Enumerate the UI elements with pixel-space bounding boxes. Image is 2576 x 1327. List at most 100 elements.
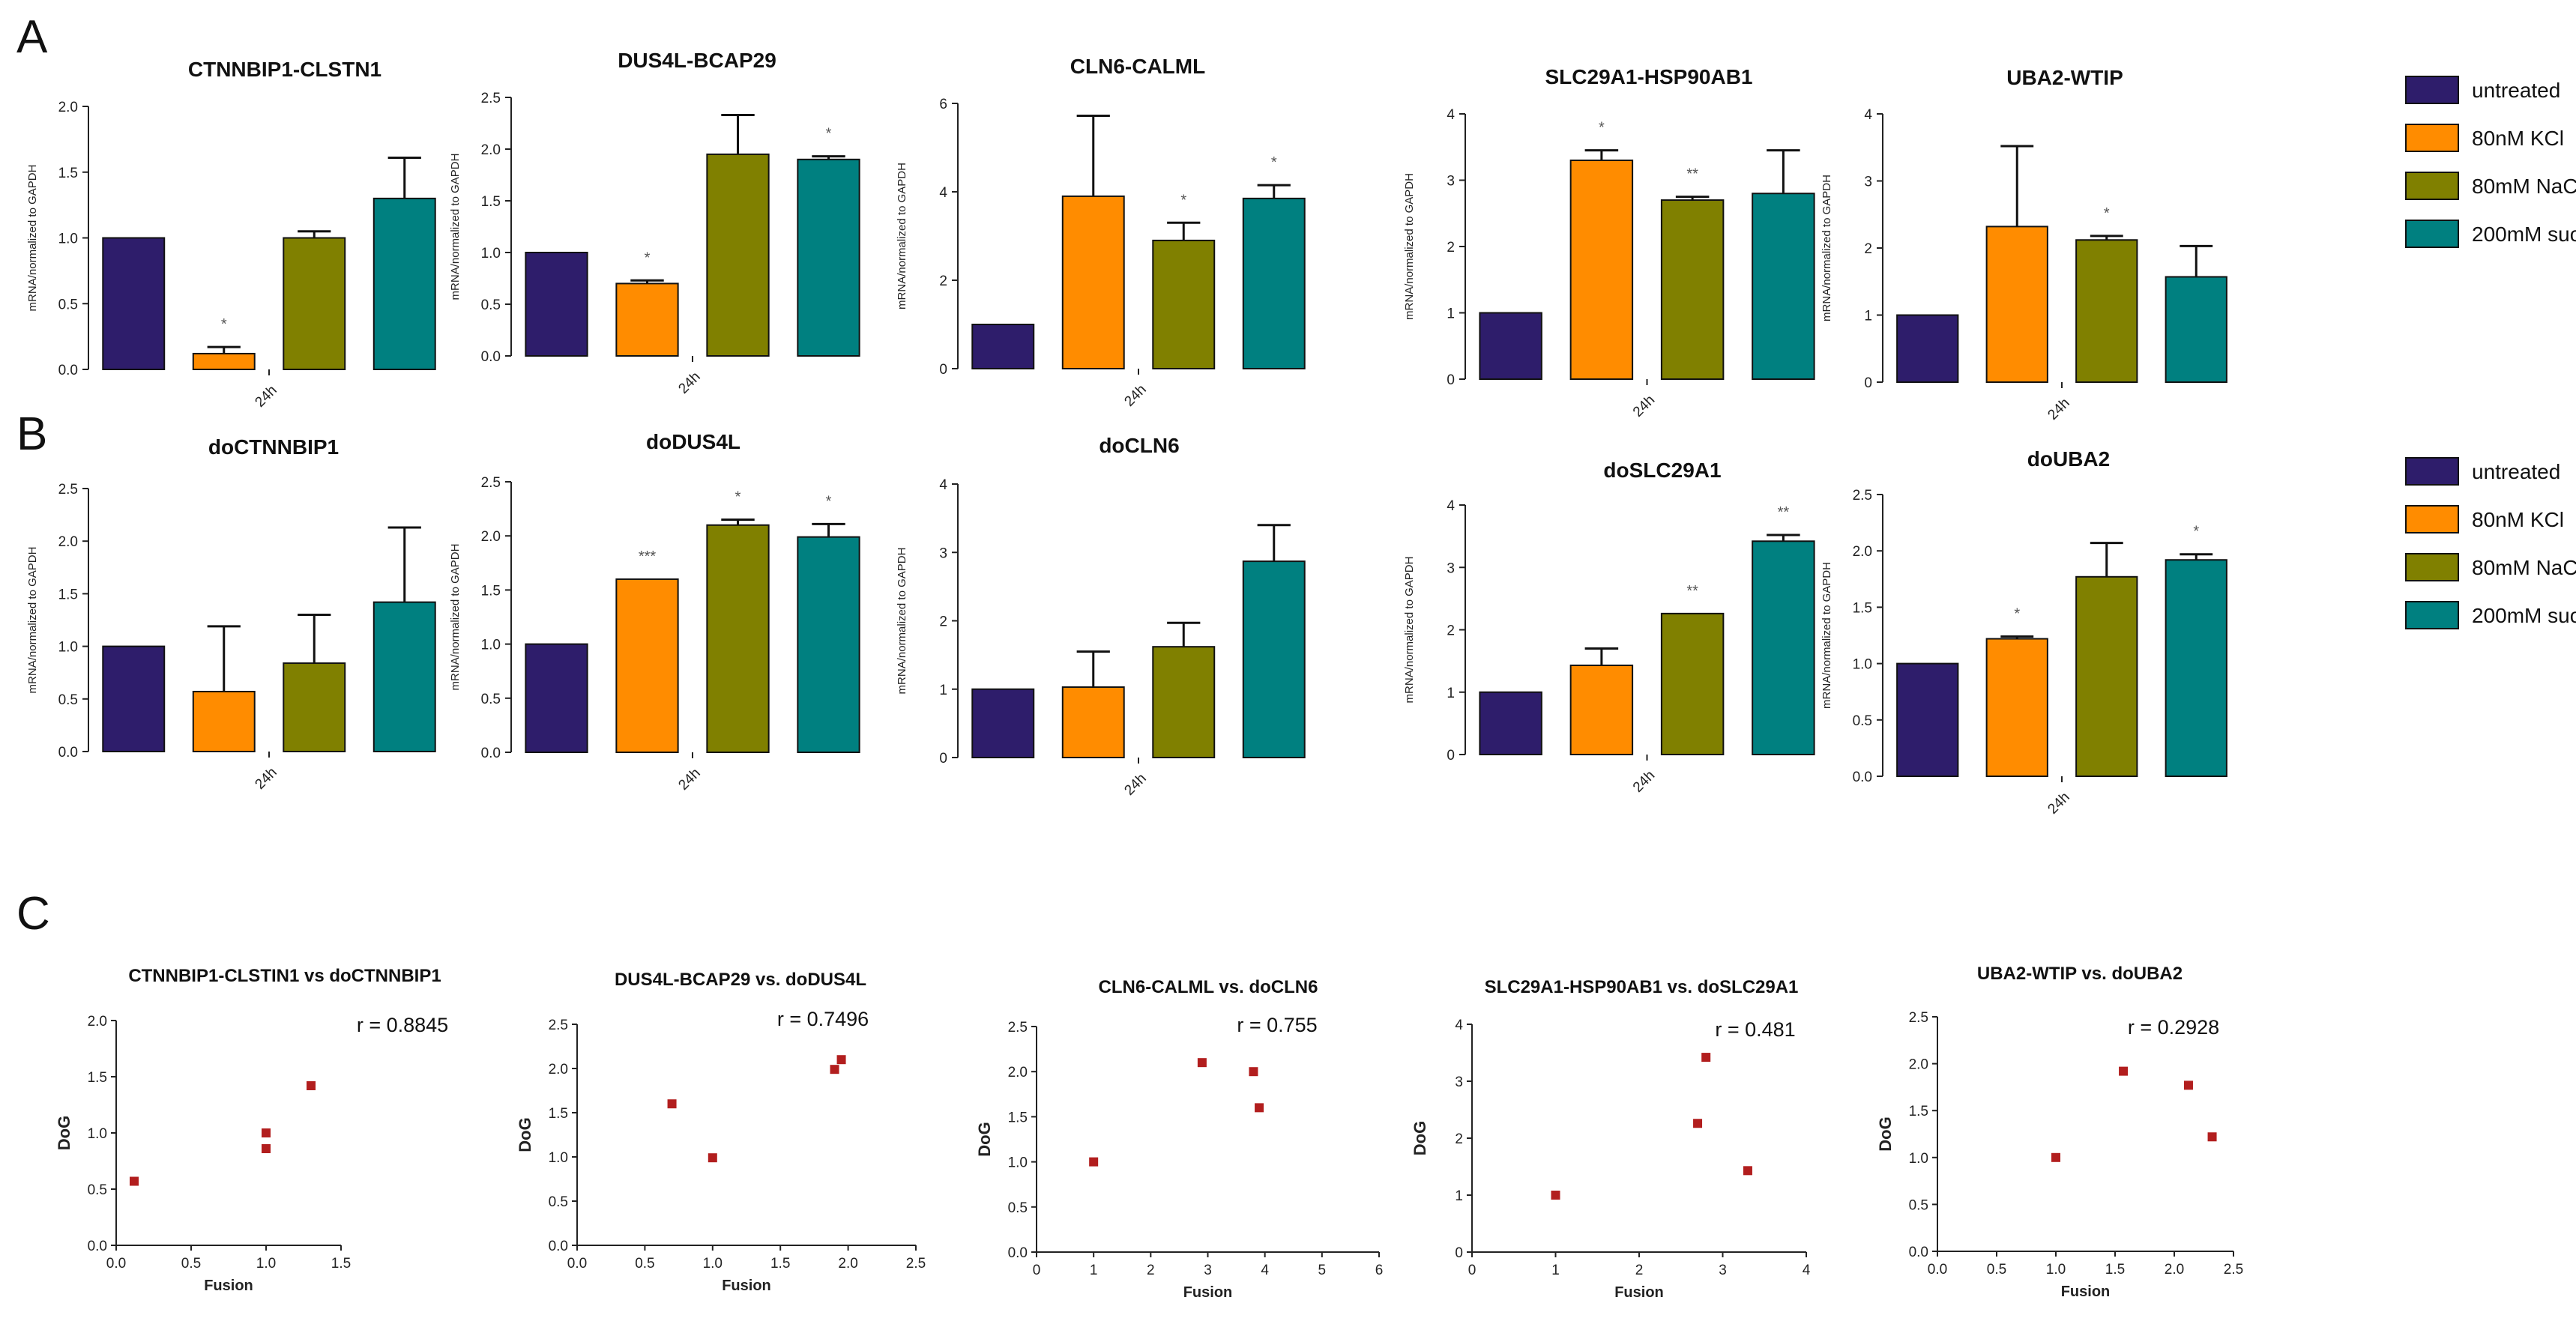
bar-80nm-kcl	[1985, 226, 2048, 383]
y-tick-label: 1.0	[58, 640, 78, 656]
significance-marker: *	[645, 250, 651, 266]
scatter-point	[830, 1065, 839, 1074]
x-axis-label: Fusion	[722, 1278, 771, 1294]
scatter-point	[1255, 1103, 1264, 1113]
y-tick-label: 2.0	[88, 1014, 107, 1030]
chart-title: SLC29A1-HSP90AB1	[1545, 65, 1753, 88]
y-tick-label: 2	[1455, 1131, 1463, 1147]
y-tick-label: 1.5	[58, 587, 78, 602]
y-tick-label: 0	[939, 751, 947, 767]
significance-marker: *	[2104, 205, 2110, 222]
y-tick-label: 1	[1447, 306, 1455, 322]
y-tick-label: 0	[1455, 1245, 1463, 1261]
y-tick-label: 4	[939, 185, 947, 201]
y-tick-label: 0.5	[481, 692, 501, 707]
y-tick-label: 0	[1447, 748, 1455, 764]
y-tick-label: 4	[939, 477, 947, 493]
x-tick-label: 24h	[1121, 770, 1149, 798]
bar-80mm-nacl	[1660, 199, 1725, 380]
y-tick-label: 4	[1864, 107, 1872, 123]
bar-80nm-kcl	[1061, 195, 1125, 369]
correlation-label: r = 0.8845	[357, 1014, 448, 1036]
x-axis-label: Fusion	[1183, 1284, 1233, 1301]
legend-item-label: 200mM sucrose	[2472, 223, 2576, 246]
bar-80mm-nacl	[1152, 646, 1216, 758]
chart-title: doUBA2	[2027, 447, 2110, 471]
y-axis-label: mRNA/normalized to GAPDH	[1403, 557, 1416, 704]
y-axis-label: mRNA/normalized to GAPDH	[449, 154, 462, 300]
y-axis-label: mRNA/normalized to GAPDH	[26, 165, 39, 312]
x-tick-label: 3	[1719, 1263, 1727, 1278]
x-tick-label: 2.5	[2224, 1262, 2243, 1278]
y-tick-label: 2.5	[549, 1018, 568, 1033]
scatter-point	[1197, 1058, 1207, 1068]
scatter-point	[1089, 1157, 1099, 1167]
y-tick-label: 0.0	[58, 363, 78, 378]
y-tick-label: 2.0	[549, 1062, 568, 1077]
x-tick-label: 1	[1090, 1263, 1098, 1278]
scatter-point	[2051, 1152, 2060, 1162]
chart-title: doDUS4L	[646, 430, 740, 453]
bar-200mm-sucrose	[372, 601, 436, 753]
significance-marker: *	[1180, 192, 1186, 208]
charts-layer: CTNNBIP1-CLSTN1 0.0 0.5 1.0 1.5 2.0 mRNA/norma…	[26, 49, 2243, 1301]
significance-marker: **	[1686, 583, 1698, 599]
y-axis-label: mRNA/normalized to GAPDH	[896, 163, 908, 309]
y-axis-label: DoG	[55, 1116, 73, 1150]
y-tick-label: 3	[1447, 560, 1455, 576]
y-axis-label: DoG	[1411, 1121, 1429, 1155]
legend-swatch	[2405, 220, 2459, 248]
y-tick-label: 2	[1447, 623, 1455, 639]
x-tick-label: 3	[1204, 1263, 1212, 1278]
significance-marker: *	[2193, 524, 2199, 540]
bar-untreated	[1479, 312, 1542, 380]
x-tick-label: 1.0	[703, 1256, 723, 1272]
y-tick-label: 3	[1455, 1074, 1463, 1090]
bar-untreated	[525, 643, 588, 753]
chart-title: CTNNBIP1-CLSTN1	[188, 58, 381, 81]
bar-200mm-sucrose	[1242, 560, 1306, 758]
bar-chart-4: UBA2-WTIP 0 1 2 3 4 mRNA/normalized to GAPDH * 2…	[1821, 66, 2227, 423]
bar-200mm-sucrose	[372, 197, 436, 370]
scatter-point	[1743, 1166, 1752, 1176]
significance-marker: *	[826, 126, 832, 142]
y-tick-label: 1.0	[1909, 1151, 1928, 1167]
bar-chart-9: doUBA2 0.0 0.5 1.0 1.5 2.0 2.5 mRNA/normalized …	[1821, 447, 2227, 817]
x-tick-label: 0.0	[1928, 1262, 1947, 1278]
y-tick-label: 1	[1447, 686, 1455, 701]
scatter-point	[262, 1144, 271, 1153]
bar-80nm-kcl	[1061, 686, 1125, 759]
y-tick-label: 0.5	[58, 297, 78, 312]
y-tick-label: 2.0	[58, 534, 78, 550]
x-axis-label: Fusion	[204, 1278, 253, 1294]
scatter-chart-2: CLN6-CALML vs. doCLN6 0.0 0.5 1.0 1.5 2.0 2.5 0…	[975, 977, 1383, 1301]
y-tick-label: 2	[1447, 240, 1455, 256]
y-tick-label: 2.0	[1909, 1057, 1928, 1073]
x-tick-label: 2.0	[838, 1256, 857, 1272]
bar-80nm-kcl	[615, 578, 679, 754]
x-tick-label: 24h	[1630, 767, 1658, 795]
bar-80nm-kcl	[615, 282, 679, 357]
y-tick-label: 1.5	[1853, 600, 1872, 616]
y-tick-label: 1.5	[481, 583, 501, 599]
bar-200mm-sucrose	[2165, 276, 2227, 383]
bar-untreated	[971, 324, 1035, 369]
y-tick-label: 2.0	[481, 142, 501, 158]
x-tick-label: 0.5	[635, 1256, 654, 1272]
y-tick-label: 0	[939, 362, 947, 378]
y-tick-label: 6	[939, 97, 947, 112]
y-tick-label: 2	[939, 273, 947, 289]
x-tick-label: 0.0	[106, 1256, 126, 1272]
significance-marker: *	[1599, 120, 1605, 136]
y-tick-label: 2.5	[481, 91, 501, 106]
legend-item-label: untreated	[2472, 460, 2560, 483]
x-tick-label: 24h	[2045, 395, 2072, 423]
y-tick-label: 0.0	[481, 349, 501, 365]
bar-80mm-nacl	[706, 153, 770, 357]
y-tick-label: 0.0	[88, 1239, 107, 1254]
bar-80mm-nacl	[1152, 239, 1216, 369]
x-tick-label: 24h	[2045, 789, 2072, 817]
x-tick-label: 1.5	[2105, 1262, 2125, 1278]
y-tick-label: 2.5	[481, 475, 501, 491]
